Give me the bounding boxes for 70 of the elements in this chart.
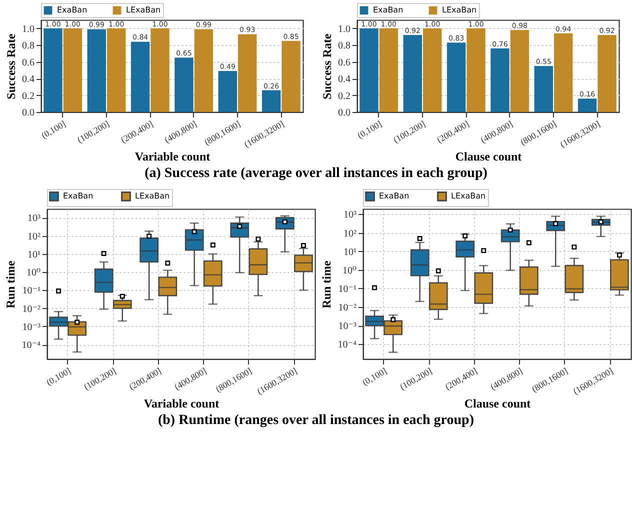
y-tick-label: 10² [344,228,356,240]
y-tick-label: 10⁻² [338,302,356,314]
y-tick-label: 1.0 [22,24,34,35]
bar [490,48,510,112]
bar [238,34,257,112]
bar [262,90,281,112]
y-axis-title: Run time [320,260,334,308]
legend-label: ExaBan [57,5,88,14]
bar [578,98,597,112]
legend-label: ExaBan [63,191,94,200]
legend-label: ExaBan [373,5,404,14]
y-tick-label: 0.2 [22,90,34,102]
legend-label: LExaBan [451,191,486,200]
y-tick-label: 10⁻⁴ [22,340,42,352]
bar [534,66,554,112]
bar [87,29,106,112]
bar [63,28,82,112]
text: (b) Runtime (ranges over all instances in each group) [156,413,476,429]
y-tick-label: 0.4 [338,74,350,86]
y-tick-label: 10⁰ [26,268,40,279]
x-axis-title: Variable count [144,396,220,410]
bar [150,28,170,112]
y-tick-label: 0.4 [22,74,34,86]
y-tick-label: 10⁻¹ [22,286,40,297]
bar [174,58,194,112]
legend-label: LExaBan [442,5,477,14]
bar [510,30,530,112]
y-tick-label: 10⁻⁴ [338,340,358,351]
y-tick-label: 0.6 [22,57,34,68]
bar [379,28,398,112]
y-axis-title: Success Rate [320,33,334,100]
y-tick-label: 10⁻³ [338,321,356,332]
bar [360,28,378,112]
bar [422,28,442,112]
legend-label: ExaBan [379,191,410,200]
bar [106,28,126,112]
x-axis-title: Clause count [464,396,531,410]
bar [194,29,214,112]
x-axis-title: Variable count [134,149,210,164]
y-tick-label: 0.6 [338,57,350,68]
x-axis-title: Clause count [455,149,522,164]
y-axis-title: Success Rate [4,33,18,100]
bar [130,42,150,112]
bar [218,71,238,112]
y-tick-label: 0.8 [22,40,34,52]
text: (a) Success rate (average over all instances in each group) [144,166,488,182]
bar [446,42,466,112]
bar [598,35,616,112]
y-tick-label: 10⁻³ [22,322,40,333]
y-tick-label: 10³ [344,210,356,221]
y-tick-label: 10⁰ [342,265,356,276]
y-tick-label: 10³ [28,213,40,224]
legend-label: LExaBan [126,5,161,14]
y-tick-label: 10¹ [28,249,40,260]
y-axis-title: Run time [4,260,18,308]
y-tick-label: 10⁻¹ [338,284,356,295]
y-tick-label: 0.8 [338,40,350,52]
bar [554,33,573,112]
y-tick-label: 1.0 [338,24,350,35]
y-tick-label: 10¹ [344,246,356,258]
bar [466,28,486,112]
y-tick-label: 0.0 [22,108,34,118]
bar [403,35,422,112]
bar [282,40,300,112]
bar [44,28,62,112]
legend-label: LExaBan [135,191,170,200]
y-tick-label: 0.0 [338,108,350,118]
y-tick-label: 0.2 [338,90,350,102]
y-tick-label: 10² [28,231,40,242]
y-tick-label: 10⁻² [22,304,40,315]
